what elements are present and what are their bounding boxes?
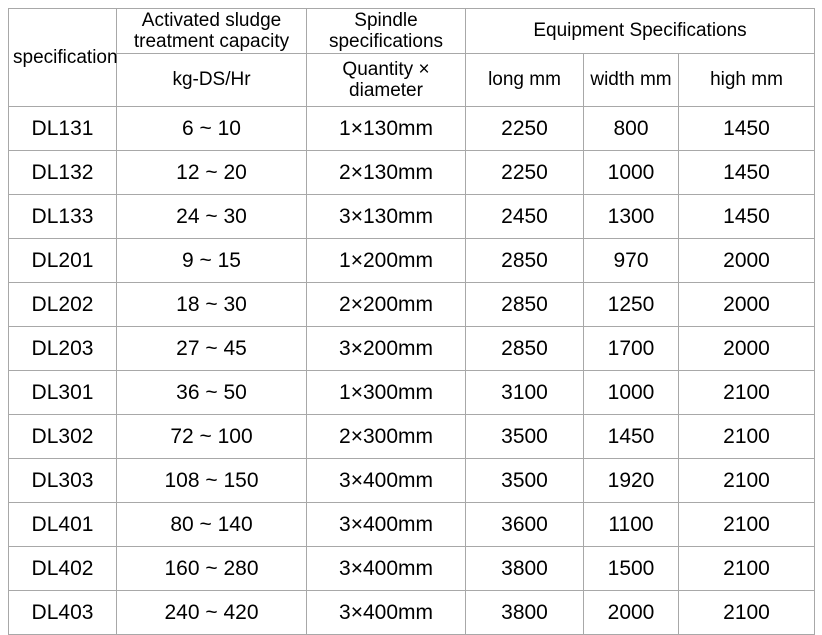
cell-high: 2100	[677, 546, 816, 591]
cell-high: 2100	[677, 458, 816, 503]
cell-width: 1920	[583, 458, 679, 503]
table-row: DL301 36 ~ 50 1×300mm 3100 1000 2100	[8, 370, 816, 415]
cell-high: 1450	[677, 194, 816, 239]
header-capacity-unit: kg-DS/Hr	[116, 53, 307, 107]
cell-capacity: 27 ~ 45	[116, 326, 307, 371]
cell-width: 1500	[583, 546, 679, 591]
cell-width: 1450	[583, 414, 679, 459]
header-row-sub: kg-DS/Hr Quantity × diameter long mm wid…	[9, 53, 816, 107]
table-row: DL131 6 ~ 10 1×130mm 2250 800 1450	[8, 106, 816, 151]
header-high-mm: high mm	[677, 53, 816, 107]
cell-spindle: 2×300mm	[306, 414, 466, 459]
table-row: DL402 160 ~ 280 3×400mm 3800 1500 2100	[8, 546, 816, 591]
header-specification: specification	[8, 8, 118, 107]
cell-capacity: 9 ~ 15	[116, 238, 307, 283]
cell-long: 3100	[465, 370, 584, 415]
cell-width: 800	[583, 106, 679, 151]
cell-spindle: 1×130mm	[306, 106, 466, 151]
header-row-top: specification Activated sludge treatment…	[8, 8, 816, 107]
cell-model: DL202	[8, 282, 117, 327]
cell-long: 2250	[465, 106, 584, 151]
cell-long: 2850	[465, 282, 584, 327]
cell-spindle: 3×400mm	[306, 458, 466, 503]
cell-long: 3600	[465, 502, 584, 547]
cell-model: DL302	[8, 414, 117, 459]
equipment-specification-table: specification Activated sludge treatment…	[8, 8, 816, 635]
cell-high: 2000	[677, 282, 816, 327]
table-body: DL131 6 ~ 10 1×130mm 2250 800 1450 DL132 12 ~ 2…	[8, 106, 816, 635]
cell-capacity: 240 ~ 420	[116, 590, 307, 635]
cell-long: 3500	[465, 458, 584, 503]
cell-width: 1000	[583, 150, 679, 195]
cell-long: 2850	[465, 326, 584, 371]
cell-capacity: 80 ~ 140	[116, 502, 307, 547]
table-row: DL303 108 ~ 150 3×400mm 3500 1920 2100	[8, 458, 816, 503]
cell-model: DL131	[8, 106, 117, 151]
cell-long: 2250	[465, 150, 584, 195]
cell-long: 3800	[465, 546, 584, 591]
cell-spindle: 1×300mm	[306, 370, 466, 415]
cell-long: 3500	[465, 414, 584, 459]
cell-model: DL132	[8, 150, 117, 195]
cell-capacity: 36 ~ 50	[116, 370, 307, 415]
header-spindle-unit: Quantity × diameter	[306, 53, 466, 107]
cell-width: 1700	[583, 326, 679, 371]
cell-model: DL401	[8, 502, 117, 547]
cell-model: DL303	[8, 458, 117, 503]
cell-width: 2000	[583, 590, 679, 635]
cell-long: 3800	[465, 590, 584, 635]
header-long-mm: long mm	[465, 53, 584, 107]
cell-capacity: 12 ~ 20	[116, 150, 307, 195]
cell-model: DL203	[8, 326, 117, 371]
table-row: DL201 9 ~ 15 1×200mm 2850 970 2000	[8, 238, 816, 283]
cell-capacity: 6 ~ 10	[116, 106, 307, 151]
table-header: specification Activated sludge treatment…	[8, 8, 816, 107]
cell-model: DL402	[8, 546, 117, 591]
cell-capacity: 24 ~ 30	[116, 194, 307, 239]
cell-spindle: 3×130mm	[306, 194, 466, 239]
header-equipment-title: Equipment Specifications	[464, 8, 816, 54]
cell-high: 2100	[677, 414, 816, 459]
cell-spindle: 3×200mm	[306, 326, 466, 371]
cell-width: 1250	[583, 282, 679, 327]
cell-width: 1000	[583, 370, 679, 415]
table-row: DL203 27 ~ 45 3×200mm 2850 1700 2000	[8, 326, 816, 371]
cell-model: DL201	[8, 238, 117, 283]
table-row: DL132 12 ~ 20 2×130mm 2250 1000 1450	[8, 150, 816, 195]
header-capacity-title: Activated sludge treatment capacity	[116, 8, 307, 54]
cell-high: 2100	[677, 590, 816, 635]
cell-spindle: 2×200mm	[306, 282, 466, 327]
cell-long: 2450	[465, 194, 584, 239]
cell-spindle: 3×400mm	[306, 546, 466, 591]
cell-high: 1450	[677, 150, 816, 195]
cell-spindle: 1×200mm	[306, 238, 466, 283]
cell-capacity: 160 ~ 280	[116, 546, 307, 591]
cell-spindle: 3×400mm	[306, 502, 466, 547]
table-row: DL133 24 ~ 30 3×130mm 2450 1300 1450	[8, 194, 816, 239]
cell-spindle: 2×130mm	[306, 150, 466, 195]
table-row: DL403 240 ~ 420 3×400mm 3800 2000 2100	[8, 590, 816, 635]
cell-capacity: 72 ~ 100	[116, 414, 307, 459]
cell-high: 2000	[677, 238, 816, 283]
cell-model: DL133	[8, 194, 117, 239]
cell-long: 2850	[465, 238, 584, 283]
table-row: DL302 72 ~ 100 2×300mm 3500 1450 2100	[8, 414, 816, 459]
cell-capacity: 108 ~ 150	[116, 458, 307, 503]
cell-capacity: 18 ~ 30	[116, 282, 307, 327]
cell-high: 2100	[677, 502, 816, 547]
table-row: DL202 18 ~ 30 2×200mm 2850 1250 2000	[8, 282, 816, 327]
header-width-mm: width mm	[583, 53, 679, 107]
cell-high: 2000	[677, 326, 816, 371]
cell-width: 1100	[583, 502, 679, 547]
cell-model: DL301	[8, 370, 117, 415]
cell-width: 970	[583, 238, 679, 283]
cell-high: 2100	[677, 370, 816, 415]
cell-model: DL403	[8, 590, 117, 635]
header-spindle-title: Spindle specifications	[306, 8, 466, 54]
cell-high: 1450	[677, 106, 816, 151]
table-row: DL401 80 ~ 140 3×400mm 3600 1100 2100	[8, 502, 816, 547]
cell-width: 1300	[583, 194, 679, 239]
cell-spindle: 3×400mm	[306, 590, 466, 635]
